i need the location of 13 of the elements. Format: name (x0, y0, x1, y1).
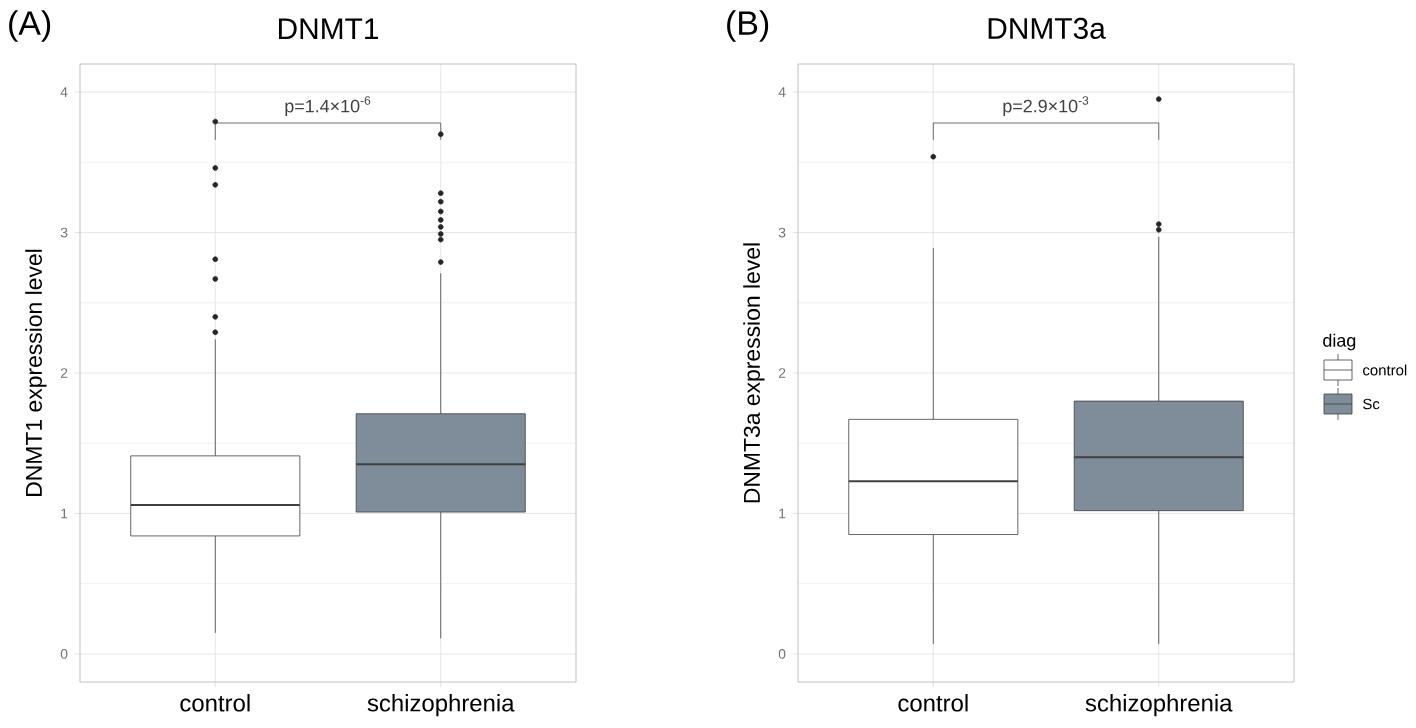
annotation: p=2.9×10$^{-3}$ (1003, 96, 1089, 116)
x-tick-label: schizophrenia (367, 694, 515, 717)
annotation: p=1.4×10$^{-6}$ (285, 96, 371, 116)
y-axis-title: DNMT3a expression level (743, 243, 765, 503)
legend-title: diag (1323, 333, 1356, 351)
x-tick-label: control (180, 694, 250, 712)
text: (A) (9, 10, 51, 42)
text: (B) (727, 10, 769, 42)
chart-title: DNMT3a (988, 17, 1106, 39)
y-axis-title: DNMT1 expression level (25, 249, 47, 496)
chart-title: DNMT1 (278, 18, 379, 40)
x-tick-label: schizophrenia (1085, 694, 1233, 717)
x-tick-label: control (898, 694, 968, 712)
